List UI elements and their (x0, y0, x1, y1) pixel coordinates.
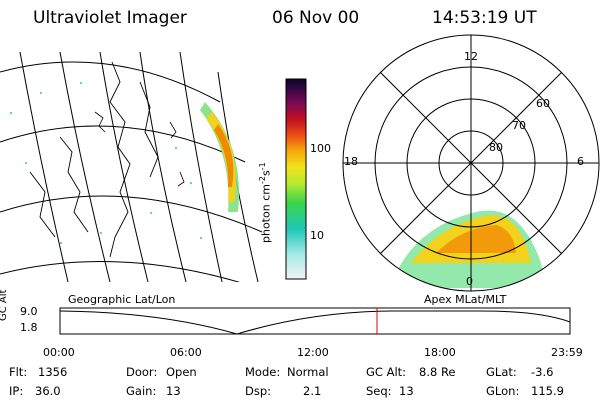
seq-value: 13 (399, 384, 414, 398)
colorbar-unit-label: photon cm-2s-1 (258, 162, 273, 243)
mode-value: Normal (287, 365, 329, 379)
ip-label: IP: (9, 384, 24, 398)
x-tick-1200: 12:00 (297, 346, 329, 359)
mlat-label-70: 70 (512, 119, 526, 132)
seq-label: Seq: (366, 384, 392, 398)
door-value: Open (166, 365, 197, 379)
altitude-plot-frame (59, 307, 571, 335)
geographic-map (0, 52, 263, 282)
gcalt-label: GC Alt: (366, 365, 407, 379)
mlt-label-0: 0 (466, 275, 473, 288)
dsp-value: 2.1 (303, 384, 322, 398)
gcalt-value: 8.8 Re (419, 365, 456, 379)
mlat-label-60: 60 (536, 97, 550, 110)
altitude-curve (59, 310, 571, 335)
mode-label: Mode: (245, 365, 281, 379)
flt-value: 1356 (38, 365, 68, 379)
x-tick-1800: 18:00 (424, 346, 456, 359)
mlt-label-18: 18 (344, 155, 358, 168)
date-label: 06 Nov 00 (272, 8, 360, 28)
x-tick-0000: 00:00 (43, 346, 75, 359)
mlt-label-6: 6 (577, 155, 584, 168)
dsp-label: Dsp: (245, 384, 272, 398)
gain-value: 13 (166, 384, 181, 398)
mlt-label-12: 12 (464, 50, 478, 63)
colorbar-tick-100: 100 (310, 142, 331, 155)
x-tick-2359: 23:59 (551, 346, 583, 359)
time-label: 14:53:19 UT (432, 8, 537, 28)
gain-label: Gain: (126, 384, 157, 398)
colorbar (285, 78, 307, 280)
apex-caption: Apex MLat/MLT (424, 293, 507, 306)
altitude-plot (59, 307, 571, 335)
flt-label: Flt: (9, 365, 28, 379)
glat-value: -3.6 (531, 365, 554, 379)
glon-label: GLon: (486, 384, 520, 398)
glat-label: GLat: (486, 365, 517, 379)
x-tick-0600: 06:00 (170, 346, 202, 359)
geographic-caption: Geographic Lat/Lon (68, 293, 176, 306)
polar-plot (342, 34, 600, 292)
gc-alt-axis-label: GC Alt (0, 289, 9, 321)
glon-value: 115.9 (531, 384, 564, 398)
ip-value: 36.0 (35, 384, 61, 398)
door-label: Door: (126, 365, 158, 379)
mlat-label-80: 80 (489, 141, 503, 154)
y-tick-max: 9.0 (20, 305, 38, 318)
y-tick-min: 1.8 (20, 321, 38, 334)
colorbar-tick-10: 10 (310, 229, 324, 242)
instrument-title: Ultraviolet Imager (33, 8, 187, 28)
